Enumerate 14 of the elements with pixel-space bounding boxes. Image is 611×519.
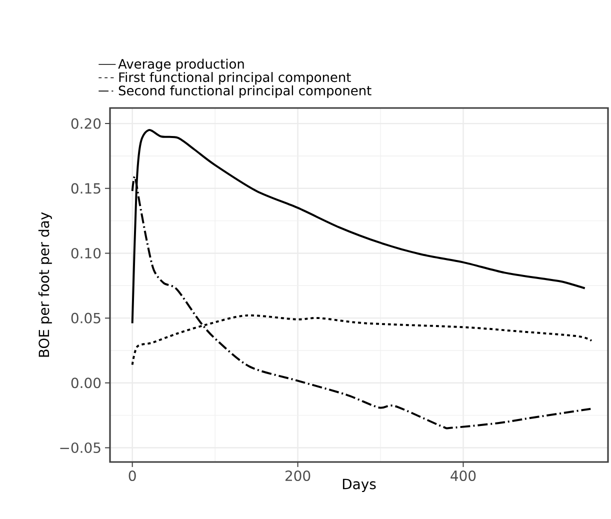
y-axis-title: BOE per foot per day [38,212,52,357]
y-tick-label: 0.00 [71,378,101,388]
x-tick-label: 0 [128,470,136,482]
x-tick-label: 200 [285,470,310,482]
x-axis-title: Days [342,478,376,492]
x-tick-label: 400 [450,470,476,482]
y-tick-label: 0.20 [71,118,101,129]
legend-label: Second functional principal component [118,85,372,98]
y-tick-label: 0.15 [71,183,100,194]
y-tick-label: 0.10 [71,248,101,259]
y-tick-label: −0.05 [60,442,100,454]
legend-label: First functional principal component [119,72,351,85]
y-tick-label: 0.05 [71,312,100,324]
legend-label: Average production [118,58,244,72]
